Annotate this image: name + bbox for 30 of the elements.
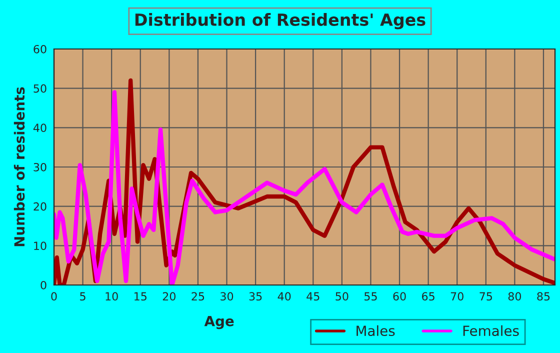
y-tick-label: 20 bbox=[34, 202, 46, 211]
x-tick-label: 45 bbox=[306, 292, 320, 301]
x-tick-label: 70 bbox=[450, 292, 464, 301]
x-tick-label: 65 bbox=[422, 292, 434, 301]
y-tick-label: 30 bbox=[34, 162, 46, 172]
x-tick-label: 10 bbox=[106, 292, 118, 301]
x-tick-label: 25 bbox=[192, 292, 204, 301]
x-tick-label: 0 bbox=[51, 292, 57, 301]
chart-title: Distribution of Residents' Ages bbox=[135, 13, 426, 30]
y-tick-label: 60 bbox=[34, 44, 46, 54]
y-tick-label: 50 bbox=[34, 84, 46, 93]
x-tick-label: 50 bbox=[336, 292, 348, 301]
x-tick-label: 20 bbox=[162, 292, 176, 301]
x-tick-label: 30 bbox=[220, 292, 234, 301]
y-tick-label: 0 bbox=[40, 280, 46, 290]
y-tick-label: 40 bbox=[33, 124, 46, 132]
x-tick-label: 35 bbox=[249, 292, 262, 301]
legend-label: Females bbox=[463, 325, 519, 336]
x-tick-label: 15 bbox=[134, 292, 146, 301]
x-tick-label: 75 bbox=[480, 292, 492, 301]
x-tick-label: 85 bbox=[537, 292, 550, 301]
x-tick-label: 5 bbox=[80, 292, 86, 301]
legend-label: Males bbox=[356, 325, 395, 336]
y-tick-label: 10 bbox=[34, 242, 46, 250]
x-tick-label: 55 bbox=[364, 292, 377, 301]
y-axis-title: Number of residents bbox=[14, 87, 25, 246]
x-tick-label: 60 bbox=[393, 292, 406, 301]
x-axis-title: Age bbox=[204, 316, 234, 330]
x-tick-label: 40 bbox=[278, 292, 291, 301]
x-tick-label: 80 bbox=[508, 292, 522, 301]
